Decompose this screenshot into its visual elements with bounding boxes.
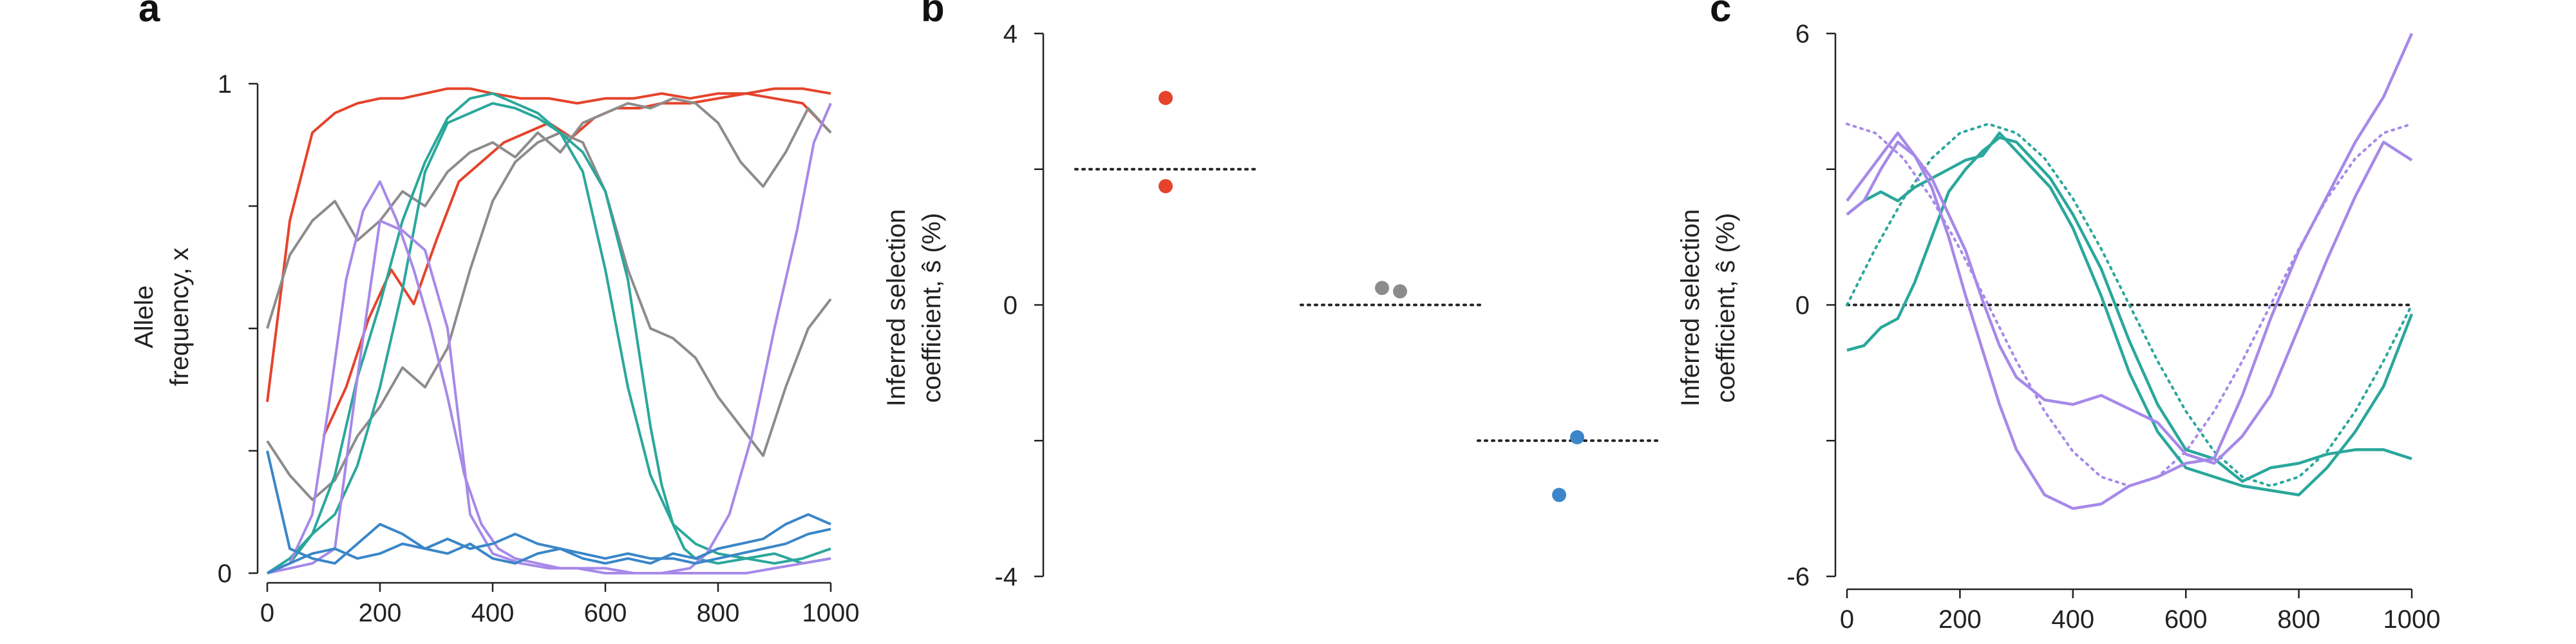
panel-b-point-red (1159, 91, 1173, 106)
panel-c-x-tick-label: 400 (2051, 605, 2094, 634)
panel-a-trajectory-purple (267, 102, 832, 574)
panel-letter-c: c (1710, 0, 1731, 30)
panel-c-y-tick-label: 6 (1795, 20, 1810, 48)
panel-c-ylabel-line2: coefficient, ŝ (%) (1712, 213, 1740, 403)
panel-c-x-tick-label: 800 (2277, 605, 2320, 634)
panel-a-trajectory-teal (267, 92, 831, 574)
panel-letter-a: a (138, 0, 160, 30)
panel-a-ylabel-line1: Allele (130, 285, 158, 348)
panel-a-trajectory-blue (266, 450, 831, 565)
panel-b-y-tick-label: 0 (1003, 292, 1018, 320)
panel-b-ylabel-line1: Inferred selection (882, 209, 911, 407)
panel-b-chart: Inferred selection coefficient, ŝ (%) 4 0… (882, 20, 1660, 591)
panel-c-x-tick-label: 0 (1840, 605, 1854, 634)
panel-a-trajectory-red (266, 87, 831, 402)
panel-a-trajectory-gray (266, 97, 832, 329)
panel-a-trajectory-red (322, 92, 832, 437)
panel-a-trajectory-teal (266, 102, 831, 574)
panel-a-ylabel-line2: frequency, x (166, 248, 194, 386)
panel-c-x-tick-label: 1000 (2383, 605, 2441, 634)
panel-b-ylabel-line2: coefficient, ŝ (%) (918, 213, 946, 403)
panel-a-x-tick-label: 400 (471, 599, 515, 627)
panel-a-x-tick-label: 200 (359, 599, 402, 627)
panel-c-x-tick-label: 600 (2164, 605, 2208, 634)
panel-a-trajectory-blue (267, 527, 831, 574)
panel-a-trajectory-purple (267, 180, 831, 574)
panel-c-inferred-line-teal (1846, 136, 2412, 483)
panel-b-y-tick-label: 4 (1003, 20, 1018, 48)
panel-a-x-tick-label: 800 (697, 599, 740, 627)
panel-a-x-tick-label: 0 (260, 599, 274, 627)
panel-b-point-blue (1552, 488, 1566, 502)
panel-a-y-tick-label: 0 (218, 560, 232, 588)
panel-b-point-red (1159, 179, 1173, 194)
panel-b-point-gray (1375, 281, 1389, 296)
panel-a-x-tick-label: 1000 (802, 599, 860, 627)
panel-b-point-blue (1570, 430, 1584, 444)
panel-letter-b: b (921, 0, 945, 30)
panel-c-y-tick-label: -6 (1786, 563, 1810, 591)
panel-c-chart: Inferred selection coefficient, ŝ (%) 0 2… (1676, 20, 2440, 634)
panel-c-ylabel-line1: Inferred selection (1676, 209, 1705, 407)
panel-c-inferred-line-teal (1846, 131, 2414, 497)
panel-c-x-tick-label: 200 (1938, 605, 1982, 634)
panel-c-inferred-line-purple (1846, 33, 2414, 510)
panel-c-true-curve-teal (1846, 122, 2413, 488)
panel-c-y-tick-label: 0 (1795, 292, 1810, 320)
panel-a-y-tick-label: 1 (218, 70, 232, 99)
panel-a-trajectory-gray (266, 131, 832, 501)
panel-a-chart: Allele frequency, x 0 200 400 600 800 1000 0 1 (130, 70, 859, 627)
panel-b-point-gray (1393, 284, 1407, 299)
panel-b-y-tick-label: -4 (994, 563, 1018, 591)
panel-a-x-tick-label: 600 (584, 599, 627, 627)
